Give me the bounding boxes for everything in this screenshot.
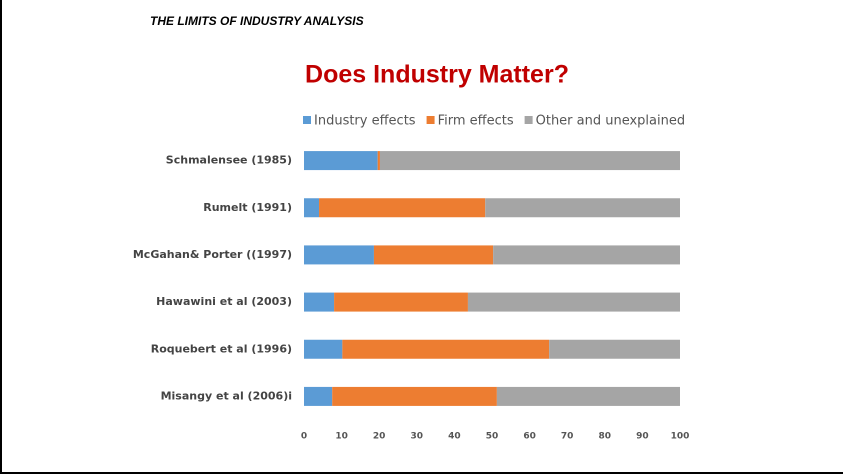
bar-segment: [342, 339, 550, 359]
legend-label: Firm effects: [438, 114, 514, 129]
slide-header: THE LIMITS OF INDUSTRY ANALYSIS: [150, 14, 364, 28]
bar-segment: [332, 386, 497, 406]
y-tick-label: Misangy et al (2006)i: [161, 389, 292, 402]
legend-label: Other and unexplained: [536, 114, 686, 129]
y-tick-label: Hawawini et al (2003): [156, 295, 292, 308]
legend-label: Industry effects: [314, 114, 416, 129]
bar-segment: [373, 245, 494, 265]
bar-segment: [304, 292, 335, 312]
x-tick-label: 40: [448, 432, 461, 442]
bar-segment: [319, 198, 486, 218]
x-tick-label: 30: [411, 432, 424, 442]
bar-segment: [549, 339, 680, 359]
bar-segment: [377, 151, 380, 171]
x-tick-label: 80: [599, 432, 612, 442]
bar-segment: [493, 245, 680, 265]
x-tick-label: 100: [671, 432, 690, 442]
bar-segment: [379, 151, 680, 171]
legend-swatch: [524, 116, 533, 124]
bar-segment: [467, 292, 680, 312]
legend-swatch: [303, 116, 311, 124]
bar-segment: [304, 386, 333, 406]
x-tick-label: 70: [561, 432, 574, 442]
x-tick-label: 50: [486, 432, 499, 442]
bar-segment: [496, 386, 680, 406]
bar-segment: [334, 292, 468, 312]
x-tick-label: 60: [523, 432, 536, 442]
y-tick-label: McGahan& Porter ((1997): [133, 248, 292, 261]
bar-segment: [304, 245, 374, 265]
bar-segment: [304, 151, 378, 171]
x-tick-label: 90: [636, 432, 649, 442]
bar-segment: [304, 339, 343, 359]
y-tick-label: Roquebert et al (1996): [151, 342, 292, 355]
chart-title: Does Industry Matter?: [305, 61, 569, 89]
bar-segment: [304, 198, 320, 218]
y-tick-label: Schmalensee (1985): [166, 154, 292, 167]
x-tick-label: 10: [335, 432, 348, 442]
x-tick-label: 0: [301, 432, 307, 442]
x-tick-label: 20: [373, 432, 386, 442]
legend-swatch: [426, 116, 435, 124]
y-tick-label: Rumelt (1991): [203, 201, 292, 214]
bar-segment: [485, 198, 680, 218]
